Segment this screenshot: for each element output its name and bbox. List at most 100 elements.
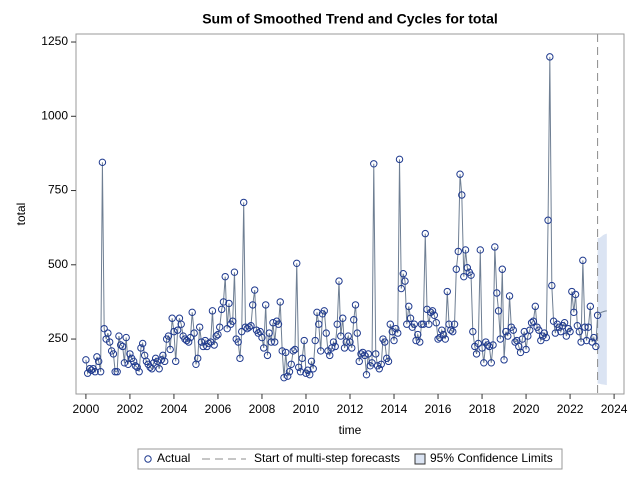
data-point — [526, 326, 534, 334]
data-point — [221, 272, 229, 281]
data-point — [454, 247, 462, 256]
data-point — [124, 360, 132, 368]
data-point — [491, 243, 499, 251]
forecast-line — [597, 310, 607, 316]
data-point — [434, 335, 442, 343]
data-point — [489, 341, 497, 349]
data-point — [208, 307, 217, 315]
data-point — [214, 330, 222, 339]
data-point — [287, 360, 295, 368]
data-point — [138, 339, 147, 348]
data-point — [416, 338, 424, 346]
data-point — [230, 268, 239, 276]
data-point — [126, 350, 134, 358]
data-point — [390, 336, 398, 345]
data-point — [399, 270, 407, 278]
data-point — [293, 259, 301, 268]
data-point — [317, 347, 325, 355]
data-point — [544, 216, 552, 224]
data-point — [105, 338, 114, 346]
data-point — [170, 327, 178, 336]
data-point — [348, 344, 356, 352]
x-tick-label: 2002 — [117, 402, 144, 416]
data-point — [131, 362, 140, 370]
data-point — [364, 350, 372, 358]
data-point — [562, 332, 571, 340]
data-point — [527, 319, 536, 327]
y-tick-label: 250 — [48, 331, 68, 345]
data-point — [129, 357, 138, 366]
data-point — [581, 323, 589, 331]
data-point — [441, 335, 449, 343]
y-tick-label: 1000 — [41, 108, 68, 122]
y-tick-label: 1250 — [41, 34, 68, 48]
data-point — [386, 320, 394, 328]
data-point — [355, 357, 363, 366]
data-point — [284, 372, 292, 380]
data-point — [190, 329, 198, 337]
data-point — [113, 368, 121, 376]
data-point — [419, 320, 427, 328]
data-point — [173, 326, 182, 334]
data-point — [520, 327, 529, 336]
data-point — [570, 308, 578, 317]
data-point — [518, 335, 527, 343]
legend-label: 95% Confidence Limits — [430, 451, 553, 465]
data-point — [511, 338, 519, 346]
data-point — [216, 323, 224, 331]
data-point — [535, 326, 543, 334]
data-point — [350, 316, 358, 324]
confidence-band — [597, 233, 607, 386]
data-point — [478, 344, 486, 352]
data-point — [357, 350, 365, 358]
legend-frame — [137, 448, 563, 470]
data-point — [551, 329, 560, 337]
data-point — [447, 326, 455, 334]
data-point — [280, 373, 288, 382]
data-point — [460, 272, 468, 281]
data-point — [494, 307, 503, 315]
data-point — [368, 359, 376, 367]
data-point — [260, 344, 268, 352]
data-point — [375, 365, 383, 373]
data-point — [262, 301, 270, 309]
data-point — [223, 324, 231, 333]
data-point — [194, 354, 202, 363]
data-point — [439, 330, 448, 339]
data-point — [186, 333, 195, 342]
x-tick-label: 2014 — [381, 402, 408, 416]
data-point — [149, 359, 158, 367]
data-point — [322, 329, 330, 337]
data-point — [85, 365, 94, 373]
data-point — [351, 301, 360, 309]
data-point — [500, 356, 508, 364]
data-point — [274, 320, 283, 328]
data-point — [333, 320, 341, 328]
data-point — [540, 329, 549, 337]
data-point — [588, 338, 596, 346]
data-point — [498, 265, 506, 273]
data-point — [313, 308, 321, 317]
data-point — [361, 351, 369, 360]
data-point — [164, 332, 173, 340]
x-tick-label: 2024 — [601, 402, 628, 416]
data-point — [384, 357, 393, 366]
data-point — [496, 335, 505, 343]
data-point — [300, 336, 308, 345]
data-point — [537, 336, 545, 345]
data-point — [480, 359, 488, 367]
legend-label: Start of multi-step forecasts — [254, 451, 400, 465]
data-point — [307, 357, 316, 366]
data-point — [228, 317, 237, 325]
data-point — [335, 277, 343, 285]
plot-area — [82, 34, 607, 394]
data-point — [555, 323, 563, 331]
data-point — [531, 302, 540, 311]
data-point — [421, 229, 429, 238]
data-point — [370, 160, 378, 168]
data-point — [205, 339, 213, 348]
data-point — [315, 320, 323, 328]
data-point — [118, 342, 127, 351]
data-point — [116, 341, 125, 349]
